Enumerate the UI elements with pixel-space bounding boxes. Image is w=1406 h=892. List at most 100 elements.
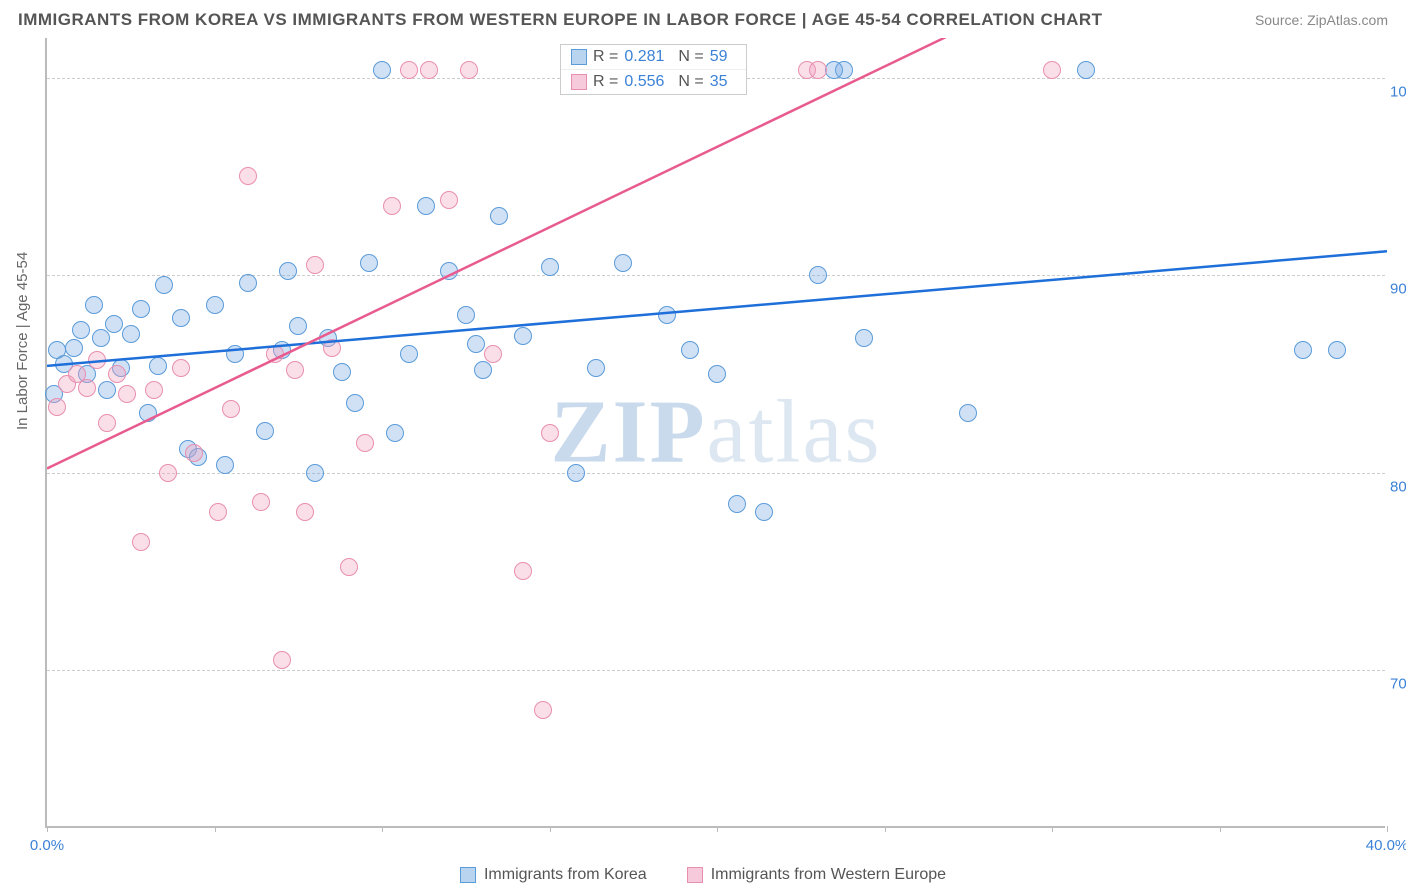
scatter-point <box>159 464 177 482</box>
scatter-point <box>132 533 150 551</box>
legend-swatch <box>460 867 476 883</box>
x-tick <box>382 826 383 832</box>
scatter-point <box>490 207 508 225</box>
series-legend-label: Immigrants from Korea <box>484 866 647 884</box>
scatter-point <box>206 296 224 314</box>
scatter-point <box>541 258 559 276</box>
scatter-point <box>98 381 116 399</box>
scatter-point <box>289 317 307 335</box>
legend-n-label: N = <box>678 48 703 66</box>
scatter-point <box>98 414 116 432</box>
scatter-point <box>266 345 284 363</box>
scatter-point <box>145 381 163 399</box>
scatter-point <box>420 61 438 79</box>
scatter-point <box>306 464 324 482</box>
scatter-point <box>108 365 126 383</box>
scatter-point <box>155 276 173 294</box>
scatter-point <box>149 357 167 375</box>
scatter-point <box>467 335 485 353</box>
scatter-point <box>755 503 773 521</box>
correlation-legend: R = 0.281 N = 59 R = 0.556 N = 35 <box>560 44 747 95</box>
scatter-point <box>484 345 502 363</box>
scatter-point <box>541 424 559 442</box>
legend-n-label: N = <box>678 73 703 91</box>
scatter-point <box>239 274 257 292</box>
scatter-point <box>708 365 726 383</box>
legend-swatch <box>571 49 587 65</box>
scatter-point <box>323 339 341 357</box>
scatter-point <box>474 361 492 379</box>
scatter-point <box>172 359 190 377</box>
scatter-point <box>1077 61 1095 79</box>
scatter-point <box>728 495 746 513</box>
legend-swatch <box>571 74 587 90</box>
scatter-point <box>105 315 123 333</box>
legend-r-label: R = <box>593 48 618 66</box>
series-legend-label: Immigrants from Western Europe <box>711 866 946 884</box>
x-tick <box>1052 826 1053 832</box>
scatter-point <box>340 558 358 576</box>
scatter-point <box>226 345 244 363</box>
scatter-point <box>587 359 605 377</box>
scatter-point <box>216 456 234 474</box>
scatter-point <box>65 339 83 357</box>
x-tick <box>550 826 551 832</box>
x-tick <box>717 826 718 832</box>
scatter-point <box>256 422 274 440</box>
source-attribution: Source: ZipAtlas.com <box>1255 12 1388 28</box>
scatter-point <box>855 329 873 347</box>
scatter-point <box>48 398 66 416</box>
scatter-point <box>296 503 314 521</box>
scatter-point <box>534 701 552 719</box>
scatter-point <box>809 61 827 79</box>
x-tick-label: 40.0% <box>1366 837 1406 854</box>
chart-plot-area: ZIPatlas 70.0%80.0%90.0%100.0%0.0%40.0% <box>45 38 1385 828</box>
gridline-horizontal <box>47 670 1385 671</box>
chart-title: IMMIGRANTS FROM KOREA VS IMMIGRANTS FROM… <box>18 10 1103 30</box>
scatter-point <box>1043 61 1061 79</box>
scatter-point <box>1294 341 1312 359</box>
scatter-point <box>457 306 475 324</box>
x-tick <box>885 826 886 832</box>
legend-swatch <box>687 867 703 883</box>
scatter-point <box>373 61 391 79</box>
x-tick <box>47 826 48 832</box>
y-tick-label: 90.0% <box>1390 281 1406 298</box>
scatter-point <box>614 254 632 272</box>
scatter-point <box>460 61 478 79</box>
scatter-point <box>514 562 532 580</box>
x-tick-label: 0.0% <box>30 837 64 854</box>
scatter-point <box>417 197 435 215</box>
scatter-point <box>273 651 291 669</box>
scatter-point <box>222 400 240 418</box>
scatter-point <box>78 379 96 397</box>
series-legend: Immigrants from Korea Immigrants from Wes… <box>0 866 1406 884</box>
x-tick <box>1220 826 1221 832</box>
scatter-point <box>209 503 227 521</box>
scatter-point <box>360 254 378 272</box>
scatter-point <box>658 306 676 324</box>
legend-r-label: R = <box>593 73 618 91</box>
y-axis-label: In Labor Force | Age 45-54 <box>14 252 31 430</box>
scatter-point <box>72 321 90 339</box>
gridline-horizontal <box>47 473 1385 474</box>
scatter-point <box>440 262 458 280</box>
scatter-plot-canvas: 70.0%80.0%90.0%100.0%0.0%40.0% <box>47 38 1385 826</box>
correlation-legend-row: R = 0.556 N = 35 <box>561 70 746 94</box>
legend-r-value: 0.556 <box>624 73 664 91</box>
scatter-point <box>567 464 585 482</box>
scatter-point <box>185 444 203 462</box>
scatter-point <box>809 266 827 284</box>
scatter-point <box>88 351 106 369</box>
scatter-point <box>514 327 532 345</box>
correlation-legend-row: R = 0.281 N = 59 <box>561 45 746 70</box>
scatter-point <box>959 404 977 422</box>
scatter-point <box>85 296 103 314</box>
x-tick <box>1387 826 1388 832</box>
scatter-point <box>346 394 364 412</box>
scatter-point <box>139 404 157 422</box>
x-tick <box>215 826 216 832</box>
scatter-point <box>383 197 401 215</box>
scatter-point <box>333 363 351 381</box>
scatter-point <box>681 341 699 359</box>
